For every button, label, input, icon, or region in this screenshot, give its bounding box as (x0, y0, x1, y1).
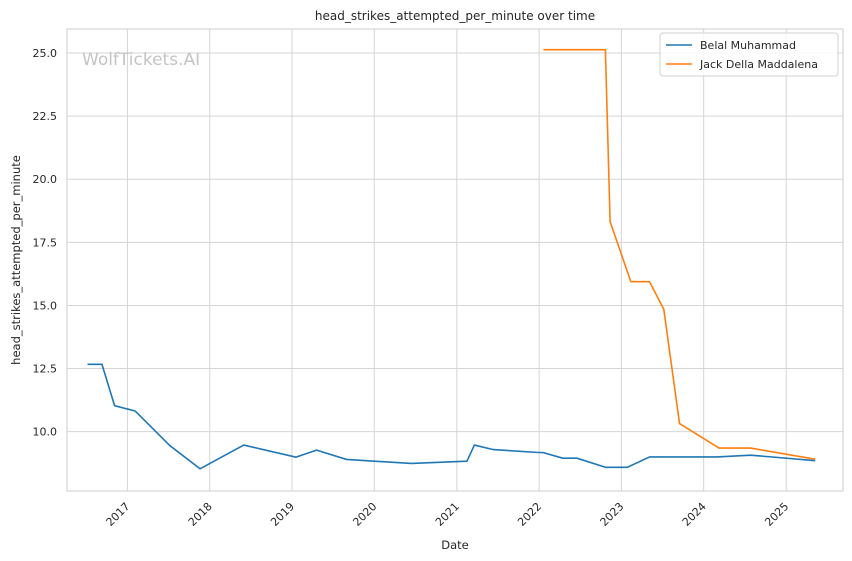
series-line-jack-della-maddalena (543, 48, 816, 460)
x-tick-label: 2025 (762, 500, 791, 529)
y-tick-label: 15.0 (33, 299, 58, 312)
x-tick-label: 2020 (350, 500, 379, 529)
plot-area (66, 28, 844, 492)
x-tick-label: 2024 (680, 500, 709, 529)
watermark: WolfTickets.AI (82, 50, 200, 70)
legend: Belal Muhammad Jack Della Maddalena (659, 32, 839, 77)
legend-entry-belal-muhammad: Belal Muhammad (700, 39, 796, 52)
y-tick-label: 12.5 (33, 363, 58, 376)
y-tick-label: 22.5 (33, 110, 58, 123)
x-tick-label: 2022 (515, 500, 544, 529)
y-tick-label: 20.0 (33, 173, 58, 186)
chart-title: head_strikes_attempted_per_minute over t… (315, 9, 595, 23)
series-line-belal-muhammad (87, 363, 816, 470)
x-axis-ticks: 2017 2018 2019 2020 2021 2022 2023 2024 2025 (104, 500, 792, 529)
legend-box (659, 32, 839, 77)
x-axis-label: Date (441, 538, 469, 552)
x-tick-label: 2023 (598, 500, 627, 529)
x-tick-label: 2019 (268, 500, 297, 529)
y-tick-label: 25.0 (33, 47, 58, 60)
x-tick-label: 2018 (186, 500, 215, 529)
y-axis-ticks: 10.0 12.5 15.0 17.5 20.0 22.5 25.0 (33, 47, 58, 439)
y-tick-label: 17.5 (33, 236, 58, 249)
x-tick-label: 2017 (104, 500, 133, 529)
y-tick-label: 10.0 (33, 426, 58, 439)
grid-lines (67, 29, 843, 491)
y-axis-label: head_strikes_attempted_per_minute (9, 155, 23, 365)
series-layer (87, 48, 816, 470)
legend-entry-jack-della-maddalena: Jack Della Maddalena (699, 58, 818, 71)
x-tick-label: 2021 (433, 500, 462, 529)
